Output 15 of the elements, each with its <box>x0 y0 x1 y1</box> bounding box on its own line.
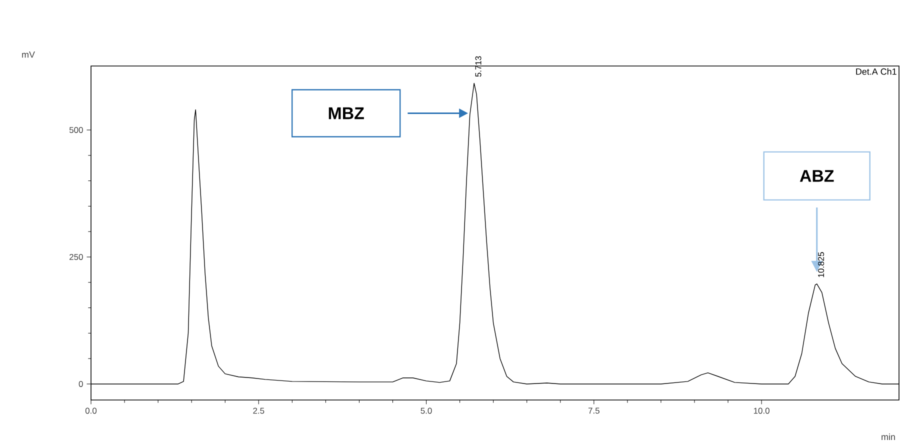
annotation: MBZ <box>328 107 364 120</box>
annotation: 5.713 <box>475 56 482 77</box>
y-tick-label: 0 <box>78 380 83 387</box>
x-tick-label: 2.5 <box>253 408 264 414</box>
x-tick-label: 7.5 <box>588 408 600 414</box>
annotation: ABZ <box>800 170 834 182</box>
x-axis-title: min <box>882 434 895 440</box>
annotation: Det.A Ch1 <box>856 68 896 75</box>
y-axis-title: mV <box>22 52 35 58</box>
x-tick-label: 5.0 <box>420 408 432 414</box>
x-tick-label: 0.0 <box>85 408 97 414</box>
y-tick-label: 250 <box>70 254 83 260</box>
y-tick-label: 500 <box>69 127 83 133</box>
x-tick-label: 10.0 <box>754 408 770 414</box>
annotation: 10.825 <box>818 252 824 278</box>
